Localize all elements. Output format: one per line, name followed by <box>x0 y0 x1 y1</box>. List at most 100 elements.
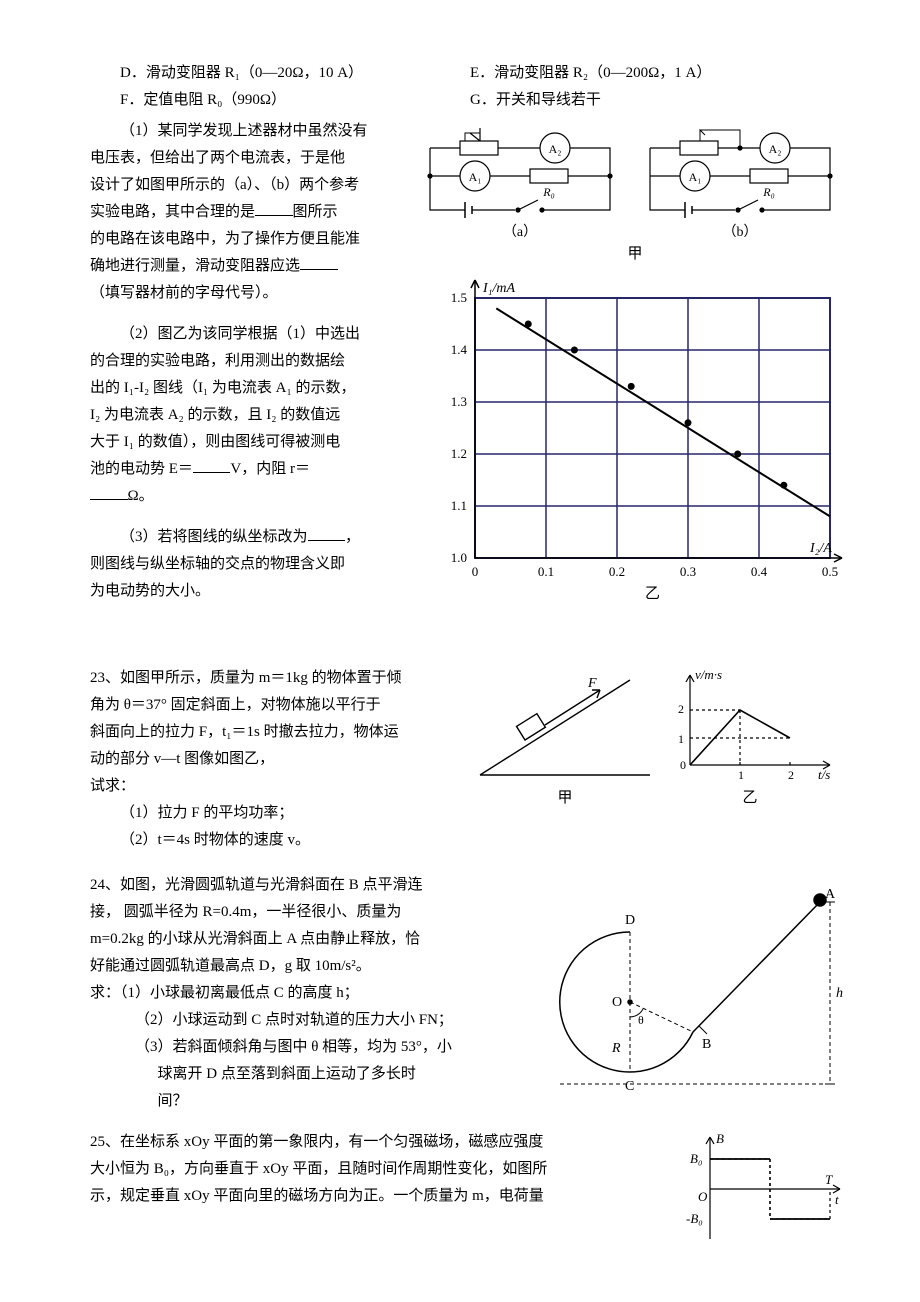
svg-text:R₀: R₀ <box>542 185 555 199</box>
svg-text:h: h <box>836 986 843 1001</box>
q25-line: 示，规定垂直 xOy 平面向里的磁场方向为正。一个质量为 m，电荷量 <box>90 1188 544 1204</box>
svg-text:t: t <box>835 1192 839 1207</box>
svg-text:R₀: R₀ <box>762 185 775 199</box>
svg-text:A₂: A₂ <box>549 142 562 156</box>
q3-line: 则图线与纵坐标轴的交点的物理含义即 <box>90 556 345 572</box>
svg-text:A₁: A₁ <box>689 170 702 184</box>
svg-text:2: 2 <box>678 702 684 716</box>
svg-text:1: 1 <box>678 732 684 746</box>
q24-line: m=0.2kg 的小球从光滑斜面上 A 点由静止释放，恰 <box>90 931 420 947</box>
q2-line: 出的 I₁-I₂ 图线（I₁ 为电流表 A₁ 的示数， <box>90 380 355 396</box>
q3-line: 为电动势的大小。 <box>90 583 210 599</box>
q2-line: 池的电动势 E＝ <box>90 461 193 477</box>
svg-text:A₂: A₂ <box>769 142 782 156</box>
q1-line: （填写器材前的字母代号）。 <box>90 285 278 301</box>
q24-part: （2）小球运动到 C 点时对轨道的压力大小 FN； <box>135 1012 453 1028</box>
svg-text:2: 2 <box>788 768 794 782</box>
q24-line: 求：（1）小球最初离最低点 C 的高度 h； <box>90 985 359 1001</box>
option-g: G．开关和导线若干 <box>470 87 850 114</box>
q25-bt-graph: B B₀ O -B₀ T t <box>680 1129 850 1249</box>
option-d: D．滑动变阻器 R₁（0—20Ω，10 A） <box>90 60 470 87</box>
blank[interactable] <box>90 484 128 500</box>
q1-line: 电压表，但给出了两个电流表，于是他 <box>90 150 345 166</box>
svg-text:乙: 乙 <box>645 586 660 602</box>
q23-caption-b: 乙 <box>660 785 840 812</box>
q2-line: （2）图乙为该同学根据（1）中选出 <box>120 326 360 342</box>
q24-part: （3）若斜面倾斜角与图中 θ 相等，均为 53°，小 <box>135 1039 452 1055</box>
svg-text:B: B <box>716 1131 724 1146</box>
q2-line: Ω。 <box>128 488 154 504</box>
svg-text:（b）: （b） <box>723 224 758 240</box>
circuit-diagrams: A₂ A₁ R₀ <box>420 118 850 268</box>
q24-loop-figure: D A O B C R h θ <box>520 872 850 1102</box>
blank[interactable] <box>193 457 231 473</box>
q23-line: 动的部分 v—t 图像如图乙， <box>90 751 274 767</box>
svg-text:θ: θ <box>638 1013 644 1027</box>
blank[interactable] <box>308 525 346 541</box>
q23-line: 23、如图甲所示，质量为 m＝1kg 的物体置于倾 <box>90 670 402 686</box>
svg-text:1.4: 1.4 <box>451 342 468 357</box>
svg-text:1.0: 1.0 <box>451 550 467 565</box>
q3-line: ， <box>345 529 360 545</box>
q24-line: 24、如图，光滑圆弧轨道与光滑斜面在 B 点平滑连 <box>90 877 423 893</box>
q1-line: 确地进行测量，滑动变阻器应选 <box>90 258 300 274</box>
q24-line: 接， 圆弧半径为 R=0.4m，一半径很小、质量为 <box>90 904 401 920</box>
question-2: （2）图乙为该同学根据（1）中选出 的合理的实验电路，利用测出的数据绘 出的 I… <box>90 321 410 510</box>
q2-line: I₂ 为电流表 A₂ 的示数，且 I₂ 的数值远 <box>90 407 340 423</box>
svg-text:C: C <box>625 1079 634 1094</box>
q3-line: （3）若将图线的纵坐标改为 <box>120 529 308 545</box>
svg-text:I₂/A: I₂/A <box>809 541 832 556</box>
q2-line: 的合理的实验电路，利用测出的数据绘 <box>90 353 345 369</box>
svg-text:1.2: 1.2 <box>451 446 467 461</box>
q1-line: 实验电路，其中合理的是 <box>90 204 255 220</box>
q2-line: 大于 I₁ 的数值），则由图线可得被测电 <box>90 434 340 450</box>
svg-text:A₁: A₁ <box>469 170 482 184</box>
q23-part: （2）t＝4s 时物体的速度 v。 <box>120 832 310 848</box>
q24-part: 间？ <box>158 1093 188 1109</box>
q24-part: 球离开 D 点至落到斜面上运动了多长时 <box>158 1066 416 1082</box>
svg-text:0.4: 0.4 <box>751 564 768 579</box>
i1-i2-chart: 00.10.20.30.40.51.01.11.21.31.41.5I₁/mAI… <box>420 268 850 608</box>
q23-line: 角为 θ＝37° 固定斜面上，对物体施以平行于 <box>90 697 381 713</box>
option-e: E．滑动变阻器 R₂（0—200Ω，1 A） <box>470 60 850 87</box>
svg-text:O: O <box>698 1189 708 1204</box>
q1-line: （1）某同学发现上述器材中虽然没有 <box>120 123 368 139</box>
svg-text:0.3: 0.3 <box>680 564 696 579</box>
q1-line: 图所示 <box>293 204 338 220</box>
svg-text:1: 1 <box>738 768 744 782</box>
q2-line: V，内阻 r＝ <box>230 461 310 477</box>
q23-vt-graph: v/m·s t/s 0 1 2 1 2 <box>660 665 840 785</box>
q25-line: 25、在坐标系 xOy 平面的第一象限内，有一个匀强磁场，磁感应强度 <box>90 1134 543 1150</box>
svg-text:0.1: 0.1 <box>538 564 554 579</box>
q23-part: （1）拉力 F 的平均功率； <box>120 805 293 821</box>
question-3: （3）若将图线的纵坐标改为 ， 则图线与纵坐标轴的交点的物理含义即 为电动势的大小… <box>90 524 410 605</box>
q1-line: 设计了如图甲所示的（a）、（b）两个参考 <box>90 177 359 193</box>
blank[interactable] <box>255 200 293 216</box>
q23-line: 试求： <box>90 778 135 794</box>
q23-caption-a: 甲 <box>470 785 660 812</box>
q1-line: 的电路在该电路中，为了操作方便且能准 <box>90 231 360 247</box>
svg-text:0: 0 <box>680 758 686 772</box>
svg-text:F: F <box>587 676 597 691</box>
svg-text:O: O <box>612 995 622 1010</box>
svg-text:B₀: B₀ <box>690 1151 702 1166</box>
svg-text:0.2: 0.2 <box>609 564 625 579</box>
option-f: F．定值电阻 R₀（990Ω） <box>90 87 470 114</box>
q23-line: 斜面向上的拉力 F，t₁＝1s 时撤去拉力，物体运 <box>90 724 399 740</box>
svg-text:B: B <box>702 1037 711 1052</box>
q25-line: 大小恒为 B₀，方向垂直于 xOy 平面，且随时间作周期性变化，如图所 <box>90 1161 547 1177</box>
svg-text:v/m·s: v/m·s <box>695 667 722 682</box>
blank[interactable] <box>300 254 338 270</box>
svg-text:D: D <box>625 913 635 928</box>
svg-text:0.5: 0.5 <box>822 564 838 579</box>
svg-text:（a）: （a） <box>503 224 537 240</box>
svg-text:R: R <box>611 1041 621 1056</box>
svg-text:甲: 甲 <box>627 246 642 262</box>
svg-text:t/s: t/s <box>818 767 830 782</box>
question-1: （1）某同学发现上述器材中虽然没有 电压表，但给出了两个电流表，于是他 设计了如… <box>90 118 410 307</box>
svg-text:1.5: 1.5 <box>451 290 467 305</box>
svg-text:1.3: 1.3 <box>451 394 467 409</box>
svg-text:0: 0 <box>472 564 479 579</box>
svg-text:I₁/mA: I₁/mA <box>482 281 516 296</box>
svg-text:A: A <box>825 887 836 902</box>
